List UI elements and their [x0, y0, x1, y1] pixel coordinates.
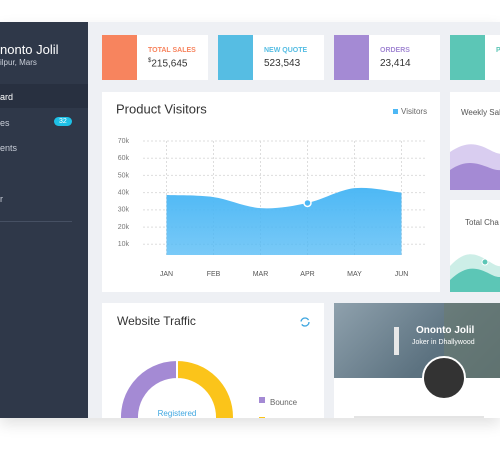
- x-tick-label: JUN: [395, 271, 409, 278]
- menu-item[interactable]: es: [0, 118, 10, 128]
- card-title: Total Cha: [465, 218, 499, 227]
- stat-icon: [218, 35, 253, 80]
- stat-icon: [334, 35, 369, 80]
- donut-segment: [176, 358, 235, 418]
- donut-segment: [119, 358, 178, 418]
- center-label: Registered: [158, 409, 197, 418]
- traffic-chart: Website TrafficRegistered9012VisitorsBou…: [117, 314, 310, 418]
- badge: 32: [54, 117, 72, 126]
- visitors-card: Product Visitors Visitors 10k 20k 30k 40k 50k 6…: [102, 92, 440, 292]
- active-item[interactable]: [0, 84, 88, 108]
- value: 215,645: [151, 58, 188, 70]
- stat-value: 23,414: [380, 58, 411, 69]
- legend-label: Visitors: [401, 107, 427, 116]
- lighthouse: [394, 327, 399, 355]
- traffic-card: Website TrafficRegistered9012VisitorsBou…: [102, 303, 324, 418]
- card-title: Weekly Sal: [461, 108, 500, 117]
- x-tick-label: FEB: [207, 271, 221, 278]
- cover-image: [334, 303, 500, 378]
- currency: $: [148, 58, 152, 64]
- x-tick-label: MAY: [347, 271, 362, 278]
- chart-title: Product Visitors: [116, 101, 207, 116]
- total-card: Total Cha: [450, 200, 500, 292]
- stat-value: $215,645: [148, 58, 188, 69]
- user-name: nonto Jolil: [0, 42, 59, 57]
- stat-card: NEW QUOTE 523,543: [218, 35, 324, 80]
- avatar[interactable]: [422, 356, 466, 400]
- chart-title: Website Traffic: [117, 314, 196, 328]
- value: 23,414: [380, 58, 411, 69]
- x-tick-label: JAN: [160, 271, 173, 278]
- menu-item[interactable]: ents: [0, 143, 18, 153]
- profile-role: Joker in Dhallywood: [412, 339, 475, 346]
- y-tick-label: 60k: [118, 155, 130, 162]
- y-tick-label: 20k: [118, 224, 130, 231]
- area: [166, 187, 402, 255]
- legend-swatch: [259, 417, 265, 418]
- legend-swatch: [259, 397, 265, 403]
- stat-label: NEW QUOTE: [264, 47, 308, 54]
- stat-icon: [102, 35, 137, 80]
- wave: [450, 144, 500, 190]
- text-line: [354, 416, 484, 418]
- dashboard: nonto Jolil ilpur, Mars ard es 32 ents r…: [0, 22, 500, 418]
- stat-label: TOTAL SALES: [148, 47, 196, 54]
- x-tick-label: MAR: [253, 271, 269, 278]
- divider: [0, 221, 72, 222]
- stat-label: ORDERS: [380, 47, 410, 54]
- y-tick-label: 10k: [118, 241, 130, 248]
- y-tick-label: 40k: [118, 189, 130, 196]
- weekly-sales-card: Weekly Sal: [450, 92, 500, 190]
- legend-swatch: [393, 109, 398, 114]
- y-tick-label: 30k: [118, 207, 130, 214]
- menu-item[interactable]: ard: [0, 92, 14, 102]
- stat-value: 523,543: [264, 58, 300, 69]
- x-tick-label: APR: [300, 271, 314, 278]
- value: 523,543: [264, 58, 301, 69]
- visitors-chart: Product Visitors Visitors 10k 20k 30k 40k 50k 6…: [116, 101, 427, 278]
- y-tick-label: 70k: [118, 138, 130, 145]
- stat-card: P: [450, 35, 500, 80]
- stat-card: ORDERS 23,414: [334, 35, 440, 80]
- y-tick-label: 50k: [118, 172, 130, 179]
- profile-name: Ononto Jolil: [416, 325, 475, 336]
- user-location: ilpur, Mars: [0, 58, 37, 67]
- stat-icon: [450, 35, 485, 80]
- refresh-icon: [300, 317, 310, 327]
- menu-item[interactable]: r: [0, 194, 3, 204]
- stat-label: P: [496, 47, 500, 54]
- wave: [450, 254, 500, 292]
- stat-card: TOTAL SALES $215,645: [102, 35, 208, 80]
- legend-label: Bounce: [270, 398, 298, 407]
- profile-card: Ononto Jolil Joker in Dhallywood: [334, 303, 500, 418]
- point: [303, 198, 312, 208]
- sidebar: nonto Jolil ilpur, Mars ard es 32 ents r: [0, 22, 88, 418]
